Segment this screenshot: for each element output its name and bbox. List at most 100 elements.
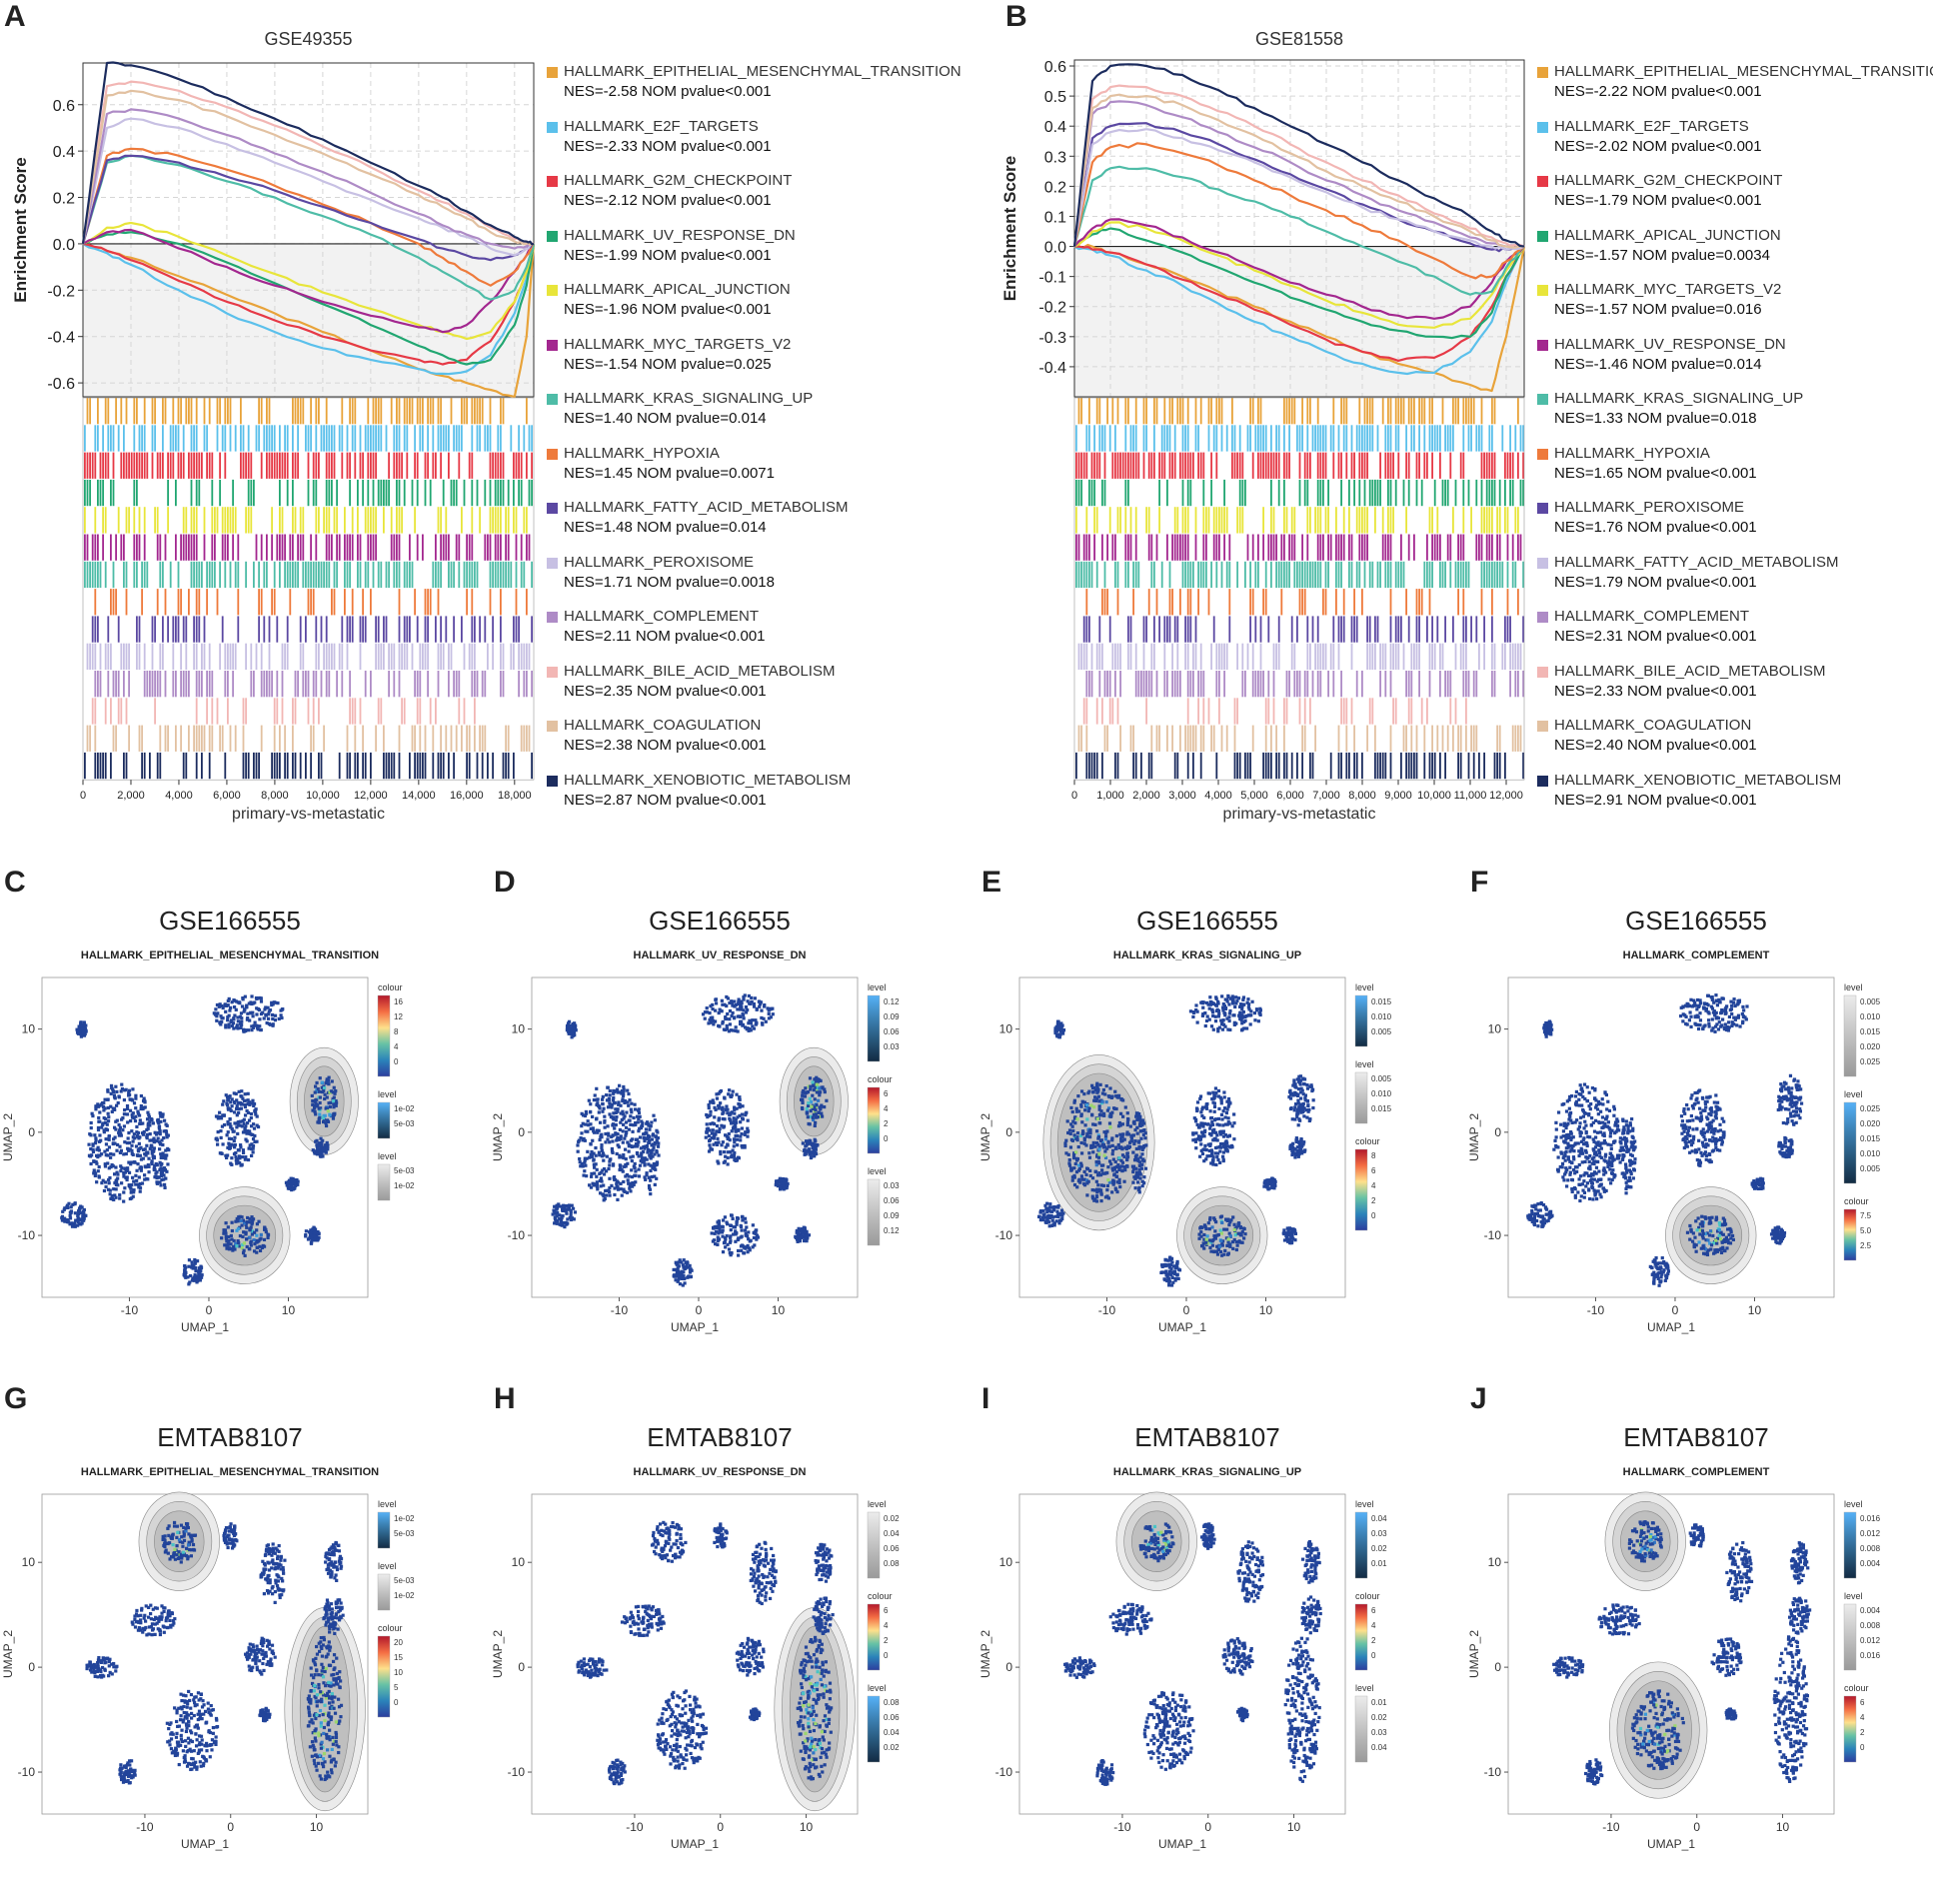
cell-point [320,1151,323,1154]
gene-hit [1236,453,1238,479]
cell-point [612,1092,615,1095]
gene-hit [1299,453,1301,479]
gene-hit [404,398,406,424]
gene-hit [503,398,505,424]
gene-hit [102,425,104,451]
gene-hit [360,644,362,670]
gene-hit [477,398,479,424]
gene-hit [1371,644,1373,670]
gene-hit [1091,453,1093,479]
gene-hit [1195,616,1197,642]
gene-hit [266,535,268,561]
gene-hit [438,562,440,588]
gene-hit [1408,453,1410,479]
gene-hit [487,753,489,779]
cell-point [709,1113,712,1116]
cell-point [94,1107,97,1110]
cell-point [631,1159,634,1162]
gene-hit [100,562,102,588]
gene-hit [1075,753,1077,779]
gene-hit [1345,753,1347,779]
gene-hit [1078,644,1080,670]
gene-hit [263,616,265,642]
gene-hit [1306,398,1308,424]
cell-point [96,1102,99,1105]
gene-hit [1197,698,1199,724]
gene-hit [227,698,229,724]
cell-point [229,1117,232,1120]
gene-hit [133,453,135,479]
y-tick-label: 0.4 [1044,119,1066,136]
gene-hit [107,671,109,697]
cell-point [716,1137,719,1140]
gene-hit [1457,753,1459,779]
cell-point [240,1219,243,1222]
cell-point [731,1003,734,1006]
cell-point [734,1123,737,1126]
gene-hit [378,425,380,451]
gene-hit [113,671,115,697]
gene-hit [279,562,281,588]
gene-hit [471,671,473,697]
gene-hit [274,453,276,479]
gene-hit [1283,480,1285,506]
gene-hit [1384,644,1386,670]
gene-hit [399,671,401,697]
cell-point [304,1234,307,1237]
gene-hit [300,535,302,561]
cell-point [244,1254,247,1257]
cell-point [744,1133,747,1136]
gene-hit [1296,753,1298,779]
gene-hit [1143,398,1145,424]
gene-hit [1486,453,1488,479]
cell-point [775,1179,778,1182]
gene-hit [248,753,250,779]
gene-hit [92,453,94,479]
cell-point [622,1085,625,1088]
cell-point [311,1103,314,1106]
gene-hit [1384,753,1386,779]
gene-hit [305,616,307,642]
gene-hit [1166,616,1168,642]
gene-hit [492,644,494,670]
gene-hit [508,753,510,779]
cell-point [228,1014,231,1017]
cell-point [155,1170,158,1173]
gene-hit [230,562,232,588]
gene-hit [1475,480,1477,506]
gene-hit [1442,480,1444,506]
cell-point [817,1099,820,1102]
legend-nes-value: NES=2.38 NOM pvalue<0.001 [564,737,767,754]
gene-hit [1473,398,1475,424]
cell-point [807,1104,810,1107]
gene-hit [1351,562,1353,588]
gene-hit [308,453,310,479]
gene-hit [1514,671,1516,697]
gene-hit [1101,753,1103,779]
gene-hit [373,562,375,588]
gene-hit [206,589,208,615]
gene-hit [443,644,445,670]
gene-hit [1416,589,1418,615]
cell-point [264,1013,267,1016]
legend-gene-set-name: HALLMARK_PEROXISOME [1554,499,1744,516]
gene-hit [1491,616,1493,642]
cell-point [147,1165,150,1168]
gene-hit [521,726,523,752]
gene-hit [495,453,497,479]
gene-hit [263,425,265,451]
gene-hit [1343,616,1345,642]
legend-tick-label: 4 [394,1042,399,1051]
gene-hit [1509,644,1511,670]
gene-hit [334,562,336,588]
gene-hit [224,644,226,670]
gene-hit [474,616,476,642]
gene-hit [349,398,351,424]
gene-hit [310,726,312,752]
cell-point [334,1089,337,1092]
cell-point [233,1152,236,1155]
gene-hit [526,644,528,670]
gene-hit [297,398,299,424]
gene-hit [521,644,523,670]
cell-point [130,1191,133,1194]
